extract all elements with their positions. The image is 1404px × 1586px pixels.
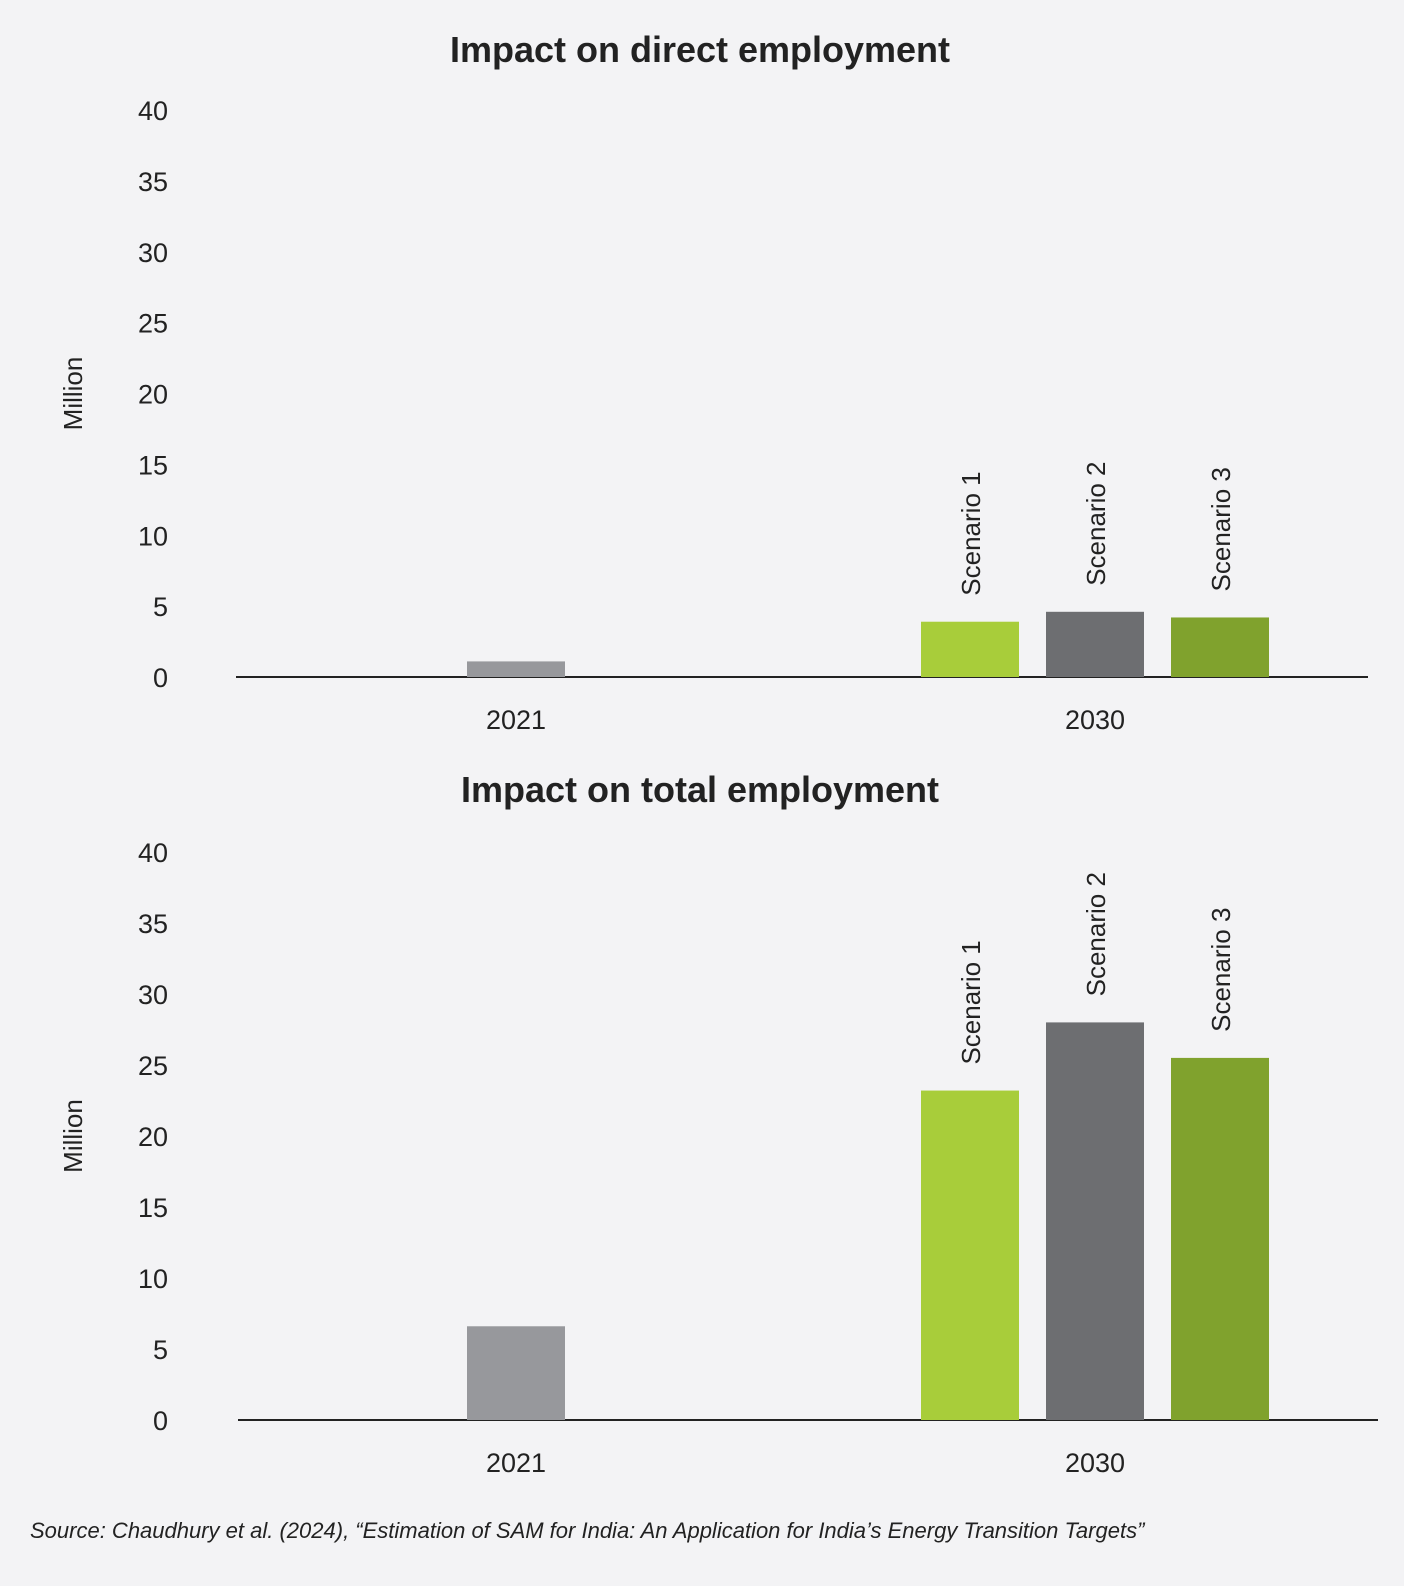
- bar-2021: [467, 661, 565, 677]
- y-tick-label: 40: [138, 96, 168, 126]
- y-tick-label: 5: [153, 1335, 168, 1365]
- y-tick-label: 25: [138, 1051, 168, 1081]
- y-tick-label: 0: [153, 1406, 168, 1436]
- y-tick-label: 20: [138, 380, 168, 410]
- bar-2030-scenario-3: [1171, 1057, 1269, 1420]
- bar-2030-scenario-1: [921, 621, 1019, 677]
- x-tick-label: 2030: [1065, 1448, 1125, 1478]
- chart-0: Impact on direct employment Million 0 5 10 15…: [58, 29, 1368, 735]
- bar-2030-scenario-2: [1046, 1022, 1144, 1420]
- bar-label: Scenario 2: [1081, 872, 1111, 996]
- bar-label: Scenario 3: [1206, 908, 1236, 1032]
- bar-2030-scenario-1: [921, 1090, 1019, 1420]
- x-tick-label: 2030: [1065, 705, 1125, 735]
- y-tick-label: 35: [138, 909, 168, 939]
- y-axis-label: Million: [58, 1099, 88, 1173]
- chart-title: Impact on direct employment: [450, 29, 950, 70]
- bar-2030-scenario-2: [1046, 611, 1144, 677]
- y-tick-label: 30: [138, 980, 168, 1010]
- y-tick-label: 10: [138, 1264, 168, 1294]
- y-tick-label: 15: [138, 450, 168, 480]
- source-note: Source: Chaudhury et al. (2024), “Estima…: [30, 1518, 1145, 1543]
- y-tick-label: 30: [138, 238, 168, 268]
- bar-2030-scenario-3: [1171, 617, 1269, 677]
- y-axis-label: Million: [58, 357, 88, 431]
- y-tick-label: 5: [153, 592, 168, 622]
- chart-1: Impact on total employment Million 0 5 10 15 2…: [58, 769, 1378, 1478]
- y-tick-label: 0: [153, 663, 168, 693]
- bar-2021: [467, 1326, 565, 1420]
- y-tick-label: 40: [138, 838, 168, 868]
- bar-label: Scenario 3: [1206, 467, 1236, 591]
- y-tick-label: 20: [138, 1122, 168, 1152]
- y-tick-label: 35: [138, 167, 168, 197]
- bar-label: Scenario 1: [956, 471, 986, 595]
- bar-label: Scenario 2: [1081, 461, 1111, 585]
- bar-label: Scenario 1: [956, 940, 986, 1064]
- x-tick-label: 2021: [486, 1448, 546, 1478]
- x-tick-label: 2021: [486, 705, 546, 735]
- y-tick-label: 10: [138, 521, 168, 551]
- y-tick-label: 25: [138, 309, 168, 339]
- chart-title: Impact on total employment: [461, 769, 939, 810]
- y-tick-label: 15: [138, 1193, 168, 1223]
